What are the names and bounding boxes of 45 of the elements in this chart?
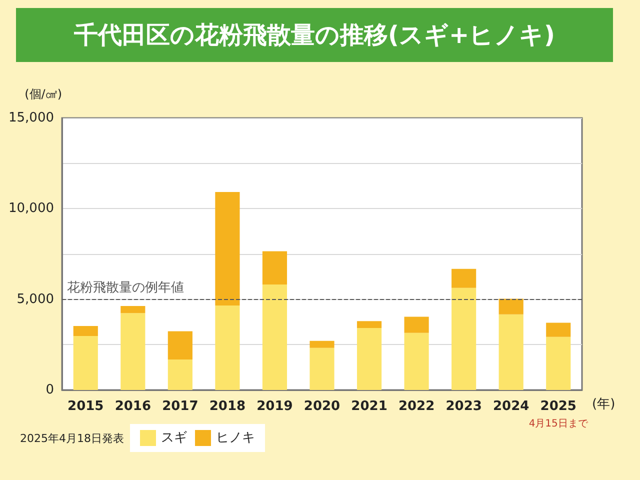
bar (404, 332, 429, 390)
legend-label: ヒノキ (216, 430, 255, 446)
x-tick-label: 2020 (304, 399, 340, 414)
x-tick-label: 2024 (492, 399, 530, 414)
x-axis-title: (年) (592, 397, 616, 412)
text: 4月15日まで (528, 418, 589, 430)
bar (120, 313, 146, 390)
bar (262, 251, 288, 284)
bar (546, 322, 571, 337)
bar (452, 268, 476, 288)
bar (73, 326, 98, 336)
x-tick-label: 2015 (68, 399, 104, 414)
bar (120, 306, 146, 314)
bar (356, 321, 382, 328)
y-axis-title: (個/㎠) (24, 87, 62, 101)
x-tick-label: 2025 (540, 399, 576, 414)
bar (215, 192, 240, 306)
bar (168, 360, 192, 390)
y-tick-label: 0 (46, 382, 54, 398)
text: 2025年4月18日発表 (20, 432, 124, 445)
x-tick-label: 2016 (114, 399, 152, 414)
chart-title: 千代田区の花粉飛散量の推移(スギ+ヒノキ) (16, 8, 613, 62)
bar (404, 316, 429, 333)
bar (546, 336, 571, 390)
x-tick-label: 2022 (398, 399, 435, 414)
y-tick-label: 15,000 (8, 110, 54, 126)
ref-line-label: 花粉飛散量の例年値 (67, 280, 184, 296)
bar (452, 288, 476, 390)
bar (356, 328, 382, 390)
y-tick-label: 10,000 (8, 201, 54, 216)
legend-label: スギ (161, 430, 187, 446)
bar (262, 284, 288, 390)
x-tick-label: 2019 (256, 399, 293, 414)
bar (498, 314, 524, 390)
x-tick-label: 2023 (446, 399, 482, 414)
bar (73, 336, 98, 390)
x-tick-label: 2017 (162, 399, 198, 414)
y-tick-label: 5,000 (16, 292, 54, 307)
bar (215, 306, 240, 390)
bar (168, 331, 192, 360)
bar (498, 298, 524, 314)
bar (310, 340, 334, 348)
bar (310, 348, 334, 390)
x-tick-label: 2021 (351, 399, 388, 414)
x-tick-label: 2018 (209, 399, 246, 414)
